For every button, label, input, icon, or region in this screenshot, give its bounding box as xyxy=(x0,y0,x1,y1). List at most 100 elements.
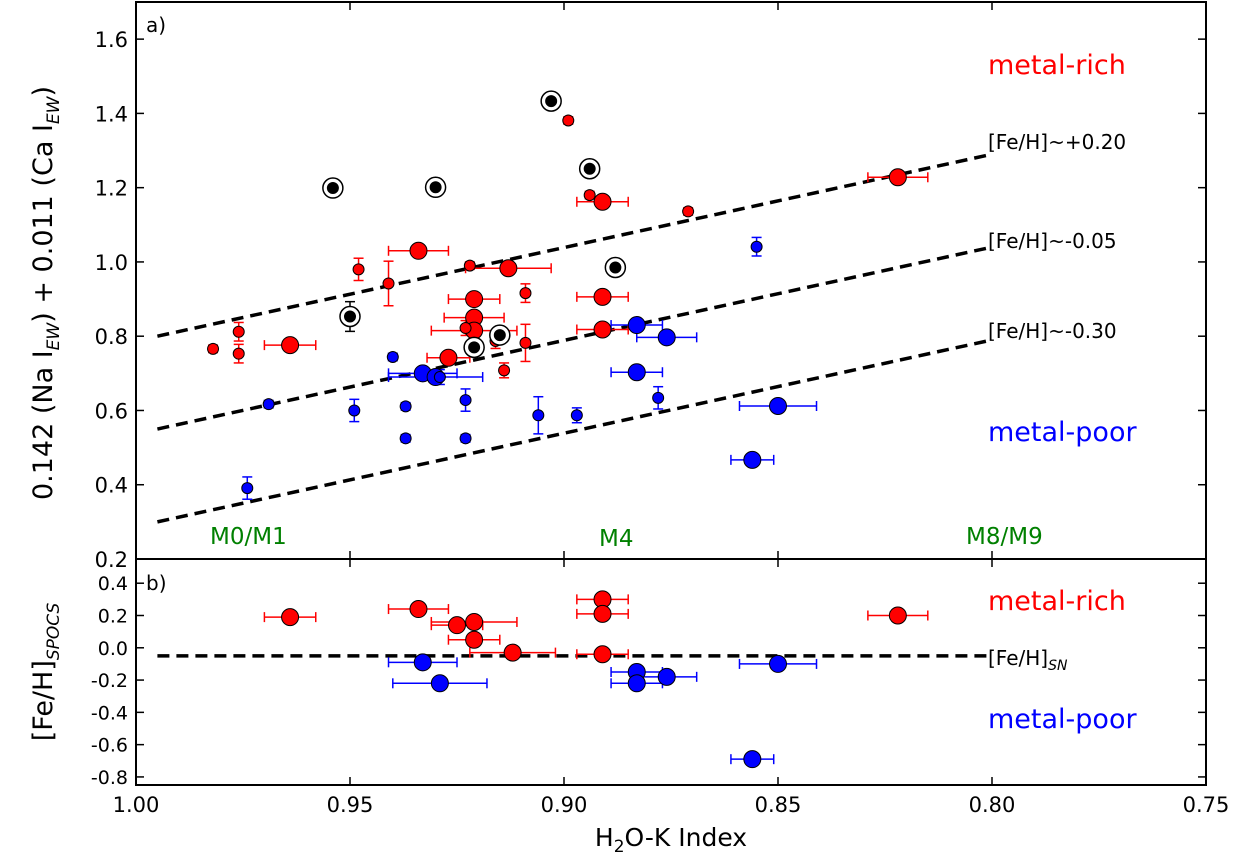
reference-line-label: [Fe/H]SN xyxy=(988,646,1068,674)
x-axis-label: H2O-K Index xyxy=(595,823,747,857)
point-a-s2-5 xyxy=(459,322,472,335)
point-a-s2-10 xyxy=(519,287,532,300)
point-a-s3-10 xyxy=(570,409,583,422)
panel-b-metal-rich-label: metal-rich xyxy=(988,586,1126,617)
point-b-s1-3 xyxy=(627,674,646,693)
panel-b-frame xyxy=(135,558,1207,786)
point-a-s4-6 xyxy=(583,162,596,175)
line-label-minus030: [Fe/H]~-0.30 xyxy=(988,319,1117,343)
panel-a-ytick-label: 0.6 xyxy=(95,399,128,423)
panel-a-ytick-label: 1.6 xyxy=(95,28,128,52)
sptype-m0-m1: M0/M1 xyxy=(210,524,287,550)
point-b-s0-7 xyxy=(593,604,612,623)
panel-b-y-axis-label: [Fe/H]SPOCS xyxy=(28,603,64,742)
point-a-s0-1 xyxy=(409,241,428,260)
point-a-s2-8 xyxy=(498,364,511,377)
point-b-s0-4 xyxy=(465,630,484,649)
panel-a-ytick-label: 0.2 xyxy=(95,548,128,572)
point-a-s0-7 xyxy=(593,192,612,211)
panel-a-metal-rich-label: metal-rich xyxy=(988,50,1126,81)
point-a-s2-0 xyxy=(207,342,220,355)
panel-b-ytick-label: 0.2 xyxy=(98,606,128,628)
point-a-s0-10 xyxy=(888,168,907,187)
xtick-label: 0.85 xyxy=(755,793,802,817)
point-a-s3-7 xyxy=(459,394,472,407)
dashed-line-1 xyxy=(157,245,993,431)
point-a-s3-5 xyxy=(399,432,412,445)
panel-b-ytick-label: -0.6 xyxy=(91,735,128,757)
panel-b: 0.4 0.2 0.0 -0.2 -0.4 -0.6 -0.8 1.00 0.95 0.90 0.… xyxy=(28,558,1229,857)
point-a-s2-2 xyxy=(232,347,245,360)
x-axis-ticks: 1.00 0.95 0.90 0.85 0.80 0.75 xyxy=(113,559,1229,817)
panel-a-frame xyxy=(135,1,1207,560)
point-a-s2-4 xyxy=(382,277,395,290)
xtick-label: 0.80 xyxy=(969,793,1016,817)
point-a-s0-3 xyxy=(465,290,484,309)
point-a-s2-12 xyxy=(583,189,596,202)
sptype-m4: M4 xyxy=(599,526,633,552)
point-a-s3-3 xyxy=(386,350,399,363)
point-a-s0-0 xyxy=(281,336,300,355)
panel-b-ytick-label: -0.8 xyxy=(91,767,128,789)
point-a-s0-6 xyxy=(499,259,518,278)
point-a-s1-5 xyxy=(769,397,787,416)
panel-a-ytick-label: 1.2 xyxy=(95,177,128,201)
panel-a-error-bars xyxy=(208,94,929,500)
point-a-s2-9 xyxy=(519,336,532,349)
point-a-s1-4 xyxy=(657,328,676,347)
point-b-s0-5 xyxy=(503,643,522,662)
point-a-s2-6 xyxy=(463,259,476,272)
panel-b-ytick-label: -0.2 xyxy=(91,670,128,692)
panel-b-label: b) xyxy=(146,571,167,595)
point-b-s1-4 xyxy=(657,667,676,686)
point-b-s0-0 xyxy=(281,608,300,627)
point-a-s4-5 xyxy=(545,95,558,108)
point-a-s3-6 xyxy=(433,371,446,384)
point-a-s2-13 xyxy=(682,205,695,218)
sptype-m8-m9: M8/M9 xyxy=(966,524,1043,550)
panel-a-metal-poor-label: metal-poor xyxy=(988,417,1137,448)
panel-a-ytick-label: 0.8 xyxy=(95,325,128,349)
line-label-minus005: [Fe/H]~-0.05 xyxy=(988,229,1117,253)
line-label-plus020: [Fe/H]~+0.20 xyxy=(988,130,1126,154)
panel-a-points xyxy=(207,90,907,495)
point-a-s4-7 xyxy=(609,261,622,274)
panel-a: 0.2 0.4 0.6 0.8 1.0 1.2 1.4 1.6 a) metal-rich m… xyxy=(28,1,1207,572)
panel-b-metal-poor-label: metal-poor xyxy=(988,704,1137,735)
point-b-s0-3 xyxy=(465,612,484,631)
point-a-s1-6 xyxy=(743,450,762,469)
panel-b-ytick-label: 0.0 xyxy=(98,638,128,660)
point-a-s0-8 xyxy=(593,287,612,306)
point-a-s4-2 xyxy=(429,181,442,194)
point-b-s0-2 xyxy=(448,616,466,635)
point-b-s0-1 xyxy=(409,600,428,619)
point-a-s4-4 xyxy=(493,329,506,342)
panel-a-y-ticks: 0.2 0.4 0.6 0.8 1.0 1.2 1.4 1.6 xyxy=(95,2,1207,572)
point-b-s0-8 xyxy=(593,645,612,664)
point-b-s1-6 xyxy=(743,750,762,769)
panel-a-ytick-label: 1.0 xyxy=(95,251,128,275)
panel-a-y-axis-label: 0.142 (Na IEW) + 0.011 (Ca IEW) xyxy=(28,86,64,500)
panel-b-ytick-label: 0.4 xyxy=(98,573,128,595)
point-a-s2-11 xyxy=(562,114,575,127)
point-a-s1-3 xyxy=(627,363,646,382)
point-a-s4-1 xyxy=(344,310,356,323)
point-b-s0-9 xyxy=(888,606,907,625)
panel-a-label: a) xyxy=(146,13,166,37)
point-b-s1-5 xyxy=(769,654,787,673)
point-a-s3-0 xyxy=(241,482,254,495)
panel-b-ytick-label: -0.4 xyxy=(91,702,128,724)
point-a-s3-8 xyxy=(459,432,472,445)
panel-a-ytick-label: 1.4 xyxy=(95,102,128,126)
xtick-label: 0.90 xyxy=(541,793,588,817)
point-a-s3-12 xyxy=(750,240,763,253)
point-a-s3-2 xyxy=(348,404,361,417)
point-a-s0-9 xyxy=(593,320,612,339)
point-a-s2-1 xyxy=(232,325,245,338)
panel-a-dashed-lines xyxy=(157,152,993,524)
xtick-label: 1.00 xyxy=(113,793,160,817)
point-a-s4-3 xyxy=(468,341,481,354)
point-a-s3-4 xyxy=(399,400,412,413)
panel-b-y-ticks: 0.4 0.2 0.0 -0.2 -0.4 -0.6 -0.8 xyxy=(91,573,1206,789)
